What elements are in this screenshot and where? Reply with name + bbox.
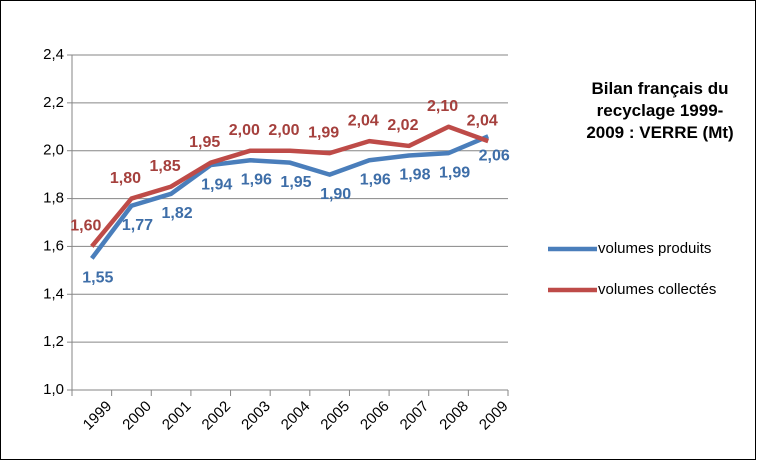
y-tick-label: 1,6 <box>43 237 64 254</box>
data-label: 1,96 <box>360 172 391 189</box>
data-label: 1,99 <box>308 124 339 141</box>
x-tick-label: 2007 <box>397 398 433 434</box>
x-tick-label: 2003 <box>238 398 274 434</box>
data-label: 1,85 <box>150 158 181 175</box>
y-tick-label: 2,0 <box>43 142 64 159</box>
x-tick-label: 2005 <box>317 398 353 434</box>
legend-label: volumes collectés <box>598 281 716 298</box>
x-tick-label: 2001 <box>159 398 195 434</box>
data-label: 1,94 <box>201 176 232 193</box>
series-line <box>90 134 490 260</box>
data-label: 1,80 <box>110 170 141 187</box>
y-tick-label: 1,4 <box>43 285 64 302</box>
data-label: 1,96 <box>241 172 272 189</box>
data-label: 1,90 <box>320 186 351 203</box>
data-label: 2,04 <box>467 112 498 129</box>
data-label: 1,99 <box>439 164 470 181</box>
x-tick-label: 1999 <box>80 398 116 434</box>
data-label: 2,02 <box>387 117 418 134</box>
x-tick-label: 2006 <box>357 398 393 434</box>
x-tick-label: 2004 <box>278 398 314 434</box>
data-label: 1,77 <box>122 217 153 234</box>
y-tick-label: 2,4 <box>43 46 64 63</box>
y-tick-label: 1,0 <box>43 381 64 398</box>
data-label: 1,95 <box>189 134 220 151</box>
data-label: 1,82 <box>162 205 193 222</box>
x-tick-label: 2002 <box>199 398 235 434</box>
data-label: 2,10 <box>427 98 458 115</box>
y-tick-label: 1,2 <box>43 333 64 350</box>
x-tick-label: 2000 <box>119 398 155 434</box>
data-label: 2,06 <box>479 148 510 165</box>
legend-label: volumes produits <box>598 240 711 257</box>
x-tick-label: 2009 <box>476 398 512 434</box>
data-label: 1,95 <box>280 174 311 191</box>
data-label: 1,98 <box>399 167 430 184</box>
chart-title: Bilan français du recyclage 1999-2009 : … <box>586 79 734 142</box>
data-label: 1,60 <box>70 218 101 235</box>
data-label: 2,00 <box>229 122 260 139</box>
y-tick-label: 2,2 <box>43 94 64 111</box>
data-label: 2,00 <box>268 122 299 139</box>
x-tick-label: 2008 <box>436 398 472 434</box>
data-label: 1,55 <box>82 270 113 287</box>
series-line <box>90 124 489 248</box>
data-label: 2,04 <box>348 112 379 129</box>
y-tick-label: 1,8 <box>43 190 64 207</box>
